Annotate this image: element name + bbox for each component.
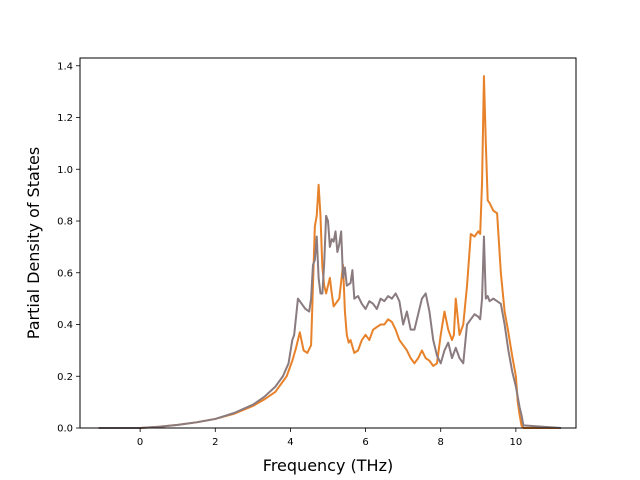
series-layer bbox=[98, 75, 562, 429]
x-tick-label: 6 bbox=[362, 437, 368, 448]
y-tick-label: 1.2 bbox=[57, 113, 73, 124]
y-tick-label: 1.4 bbox=[57, 61, 73, 72]
y-axis: 0.0 0.2 0.4 0.6 0.8 1.0 1.2 1.4 bbox=[57, 61, 80, 435]
y-tick-label: 1.0 bbox=[57, 165, 73, 176]
series-line-1 bbox=[98, 75, 561, 429]
x-axis: 0 2 4 6 8 10 bbox=[137, 428, 522, 448]
y-tick-label: 0.0 bbox=[57, 424, 73, 435]
x-tick-label: 8 bbox=[438, 437, 444, 448]
x-tick-label: 4 bbox=[287, 437, 293, 448]
y-tick-label: 0.8 bbox=[57, 217, 73, 228]
plot-area bbox=[79, 57, 577, 429]
y-tick-label: 0.6 bbox=[57, 268, 73, 279]
x-axis-title: Frequency (THz) bbox=[263, 456, 393, 475]
y-axis-title: Partial Density of States bbox=[24, 147, 43, 339]
x-tick-label: 10 bbox=[510, 437, 523, 448]
x-tick-label: 2 bbox=[212, 437, 218, 448]
series-line-2 bbox=[98, 214, 562, 429]
plot-frame bbox=[79, 57, 577, 429]
y-tick-label: 0.2 bbox=[57, 372, 73, 383]
y-tick-label: 0.4 bbox=[57, 320, 73, 331]
x-tick-label: 0 bbox=[137, 437, 143, 448]
plot-background bbox=[80, 58, 576, 428]
